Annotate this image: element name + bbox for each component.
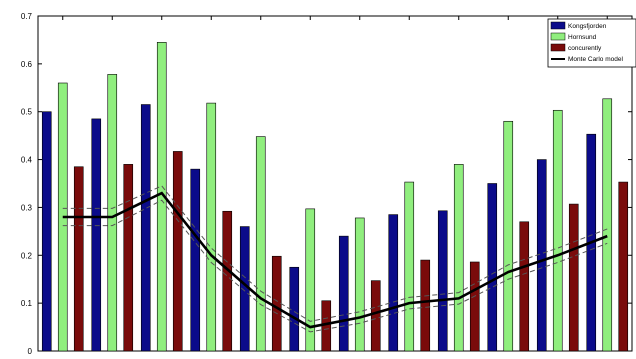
- y-tick-label: 0.2: [21, 251, 33, 260]
- model-line: [62, 191, 608, 329]
- bar-concurently: [370, 280, 381, 352]
- legend-label: Kongsfjorden: [568, 23, 607, 30]
- y-tick-label: 0: [28, 347, 33, 354]
- bar-concurently: [73, 166, 84, 352]
- y-tick-label: 0.6: [21, 60, 33, 69]
- bar-kongsfjorden: [91, 118, 102, 352]
- bar-kongsfjorden: [338, 235, 349, 352]
- bar-hornsund: [206, 102, 217, 352]
- bar-hornsund: [503, 120, 514, 352]
- bar-concurently: [172, 151, 183, 352]
- bar-hornsund: [453, 164, 464, 352]
- bar-hornsund: [602, 98, 613, 352]
- plot-area: [37, 15, 633, 352]
- bar-concurently: [271, 255, 282, 352]
- bar-concurently: [568, 203, 579, 352]
- bar-concurently: [222, 210, 233, 352]
- bar-kongsfjorden: [41, 111, 52, 352]
- model-bound-line: [62, 199, 608, 333]
- y-tick-label: 0.1: [21, 299, 33, 308]
- y-tick-label: 0.5: [21, 108, 33, 117]
- legend-swatch: [550, 32, 566, 41]
- model-bound-line: [62, 185, 608, 322]
- y-tick-label: 0.4: [21, 156, 33, 165]
- bar-hornsund: [404, 181, 415, 352]
- bar-hornsund: [255, 136, 266, 352]
- bar-kongsfjorden: [140, 104, 151, 352]
- bar-concurently: [123, 164, 134, 352]
- y-tick-label: 0.3: [21, 203, 33, 212]
- bar-hornsund: [354, 217, 365, 352]
- bar-kongsfjorden: [487, 183, 498, 352]
- bar-hornsund: [107, 74, 118, 352]
- legend-label: Hornsund: [568, 34, 597, 41]
- bar-kongsfjorden: [536, 159, 547, 352]
- bar-concurently: [618, 181, 629, 352]
- bar-concurently: [519, 221, 530, 352]
- bar-hornsund: [305, 208, 316, 352]
- legend-swatch: [550, 43, 566, 52]
- bar-kongsfjorden: [388, 214, 399, 352]
- legend-swatch: [550, 21, 566, 30]
- legend-label: Monte Carlo model: [568, 56, 623, 63]
- bar-concurently: [420, 259, 431, 352]
- legend-label: concurently: [568, 45, 602, 52]
- bar-hornsund: [552, 109, 563, 352]
- y-tick-label: 0.7: [21, 12, 33, 21]
- bar-concurently: [469, 261, 480, 352]
- bar-kongsfjorden: [437, 210, 448, 352]
- bar-kongsfjorden: [190, 168, 201, 352]
